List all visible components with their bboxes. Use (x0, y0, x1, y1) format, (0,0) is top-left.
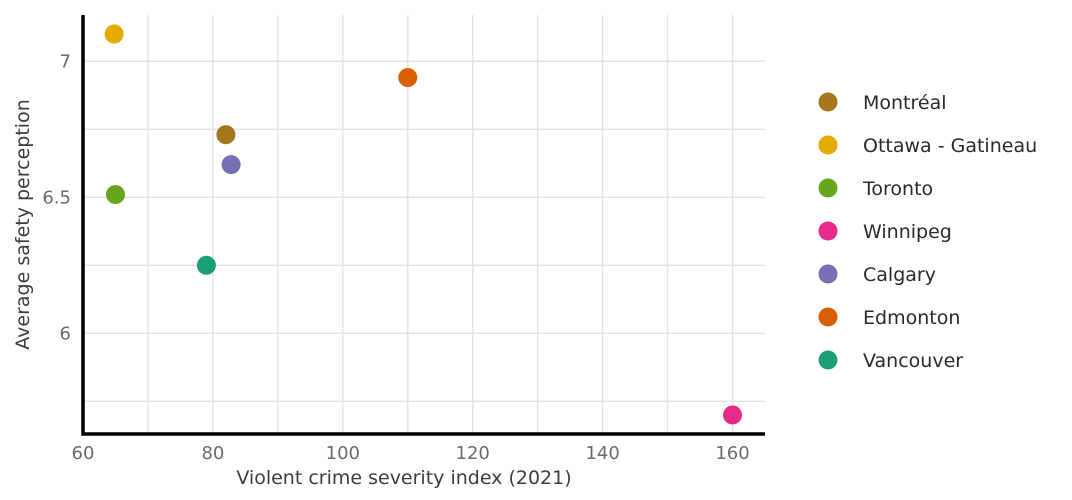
legend-label: Montréal (863, 92, 947, 114)
legend-label: Calgary (863, 264, 936, 286)
legend-marker (818, 135, 838, 155)
axes (81, 15, 765, 436)
legend-label: Toronto (862, 178, 933, 200)
x-tick-label: 60 (72, 443, 95, 464)
legend: Montréal Ottawa - Gatineau Toronto Winnipeg… (818, 92, 1037, 372)
data-point (196, 255, 216, 275)
data-point (216, 125, 236, 145)
data-point (723, 405, 743, 425)
y-axis-title: Average safety perception (12, 99, 34, 349)
data-points (104, 24, 743, 425)
legend-marker (818, 350, 838, 370)
legend-item: Calgary (818, 264, 936, 286)
y-tick-label: 7 (60, 51, 71, 72)
x-axis-title: Violent crime severity index (2021) (236, 467, 571, 489)
legend-marker (818, 178, 838, 198)
data-point (105, 185, 125, 205)
legend-label: Vancouver (863, 350, 963, 372)
legend-item: Vancouver (818, 350, 963, 372)
legend-label: Edmonton (863, 307, 960, 329)
data-point (104, 24, 124, 44)
legend-marker (818, 221, 838, 241)
x-tick-label: 140 (585, 443, 619, 464)
x-tick-label: 80 (201, 443, 224, 464)
legend-item: Ottawa - Gatineau (818, 135, 1037, 157)
legend-label: Ottawa - Gatineau (863, 135, 1037, 157)
x-tick-label: 160 (715, 443, 749, 464)
legend-marker (818, 307, 838, 327)
grid-lines (82, 15, 765, 434)
legend-marker (818, 264, 838, 284)
x-tick-labels: 60 80 100 120 140 160 (72, 443, 750, 464)
legend-marker (818, 92, 838, 112)
data-point (398, 68, 418, 88)
legend-item: Toronto (818, 178, 933, 200)
x-tick-label: 100 (326, 443, 360, 464)
y-tick-label: 6.5 (42, 187, 71, 208)
legend-item: Winnipeg (818, 221, 952, 243)
y-tick-label: 6 (60, 323, 71, 344)
legend-item: Montréal (818, 92, 947, 114)
legend-label: Winnipeg (863, 221, 952, 243)
legend-item: Edmonton (818, 307, 960, 329)
x-tick-label: 120 (456, 443, 490, 464)
y-tick-labels: 66.57 (42, 51, 71, 344)
data-point (221, 155, 241, 175)
